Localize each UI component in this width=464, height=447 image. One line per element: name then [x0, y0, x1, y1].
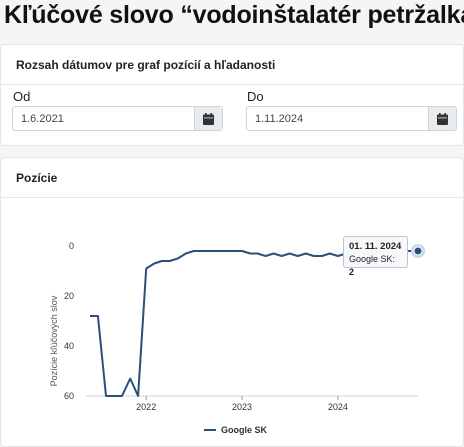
to-label: Do [247, 89, 264, 104]
chart-legend[interactable]: Google SK [204, 425, 267, 435]
to-date-group [246, 106, 457, 131]
page-title: Kľúčové slovo “vodoinštalatér petržalka” [4, 1, 464, 29]
from-label: Od [13, 89, 31, 104]
from-calendar-button[interactable] [194, 107, 222, 130]
positions-header: Pozície [1, 158, 463, 198]
tooltip-separator: : [392, 254, 396, 264]
to-date-input[interactable] [247, 107, 428, 130]
date-range-header: Rozsah dátumov pre graf pozícií a hľadan… [1, 45, 463, 85]
y-axis-title: Pozície kľúčových slov [49, 295, 59, 386]
y-tick-label: 20 [64, 291, 74, 301]
y-tick-label: 40 [64, 341, 74, 351]
y-tick-label: 60 [64, 391, 74, 401]
from-date-input[interactable] [13, 107, 194, 130]
legend-swatch [204, 429, 216, 431]
chart-tooltip: 01. 11. 2024 Google SK: 2 [343, 236, 408, 277]
hover-point[interactable] [413, 246, 423, 256]
legend-label: Google SK [221, 425, 268, 435]
from-date-group [12, 106, 223, 131]
calendar-icon [437, 112, 448, 125]
tooltip-value-row: Google SK: 2 [349, 253, 402, 279]
x-tick-label: 2022 [136, 402, 156, 412]
x-tick-label: 2023 [232, 402, 252, 412]
tooltip-value: 2 [349, 267, 355, 277]
positions-card: Pozície [0, 157, 464, 447]
to-calendar-button[interactable] [428, 107, 456, 130]
x-tick-label: 2024 [328, 402, 348, 412]
y-tick-label: 0 [69, 241, 74, 251]
date-range-card: Rozsah dátumov pre graf pozícií a hľadan… [0, 44, 464, 146]
positions-chart: Pozície kľúčových slov 0 20 40 60 2022 2023 2… [49, 241, 425, 412]
tooltip-series: Google SK [349, 254, 393, 264]
calendar-icon [203, 112, 214, 125]
tooltip-date: 01. 11. 2024 [349, 241, 402, 252]
